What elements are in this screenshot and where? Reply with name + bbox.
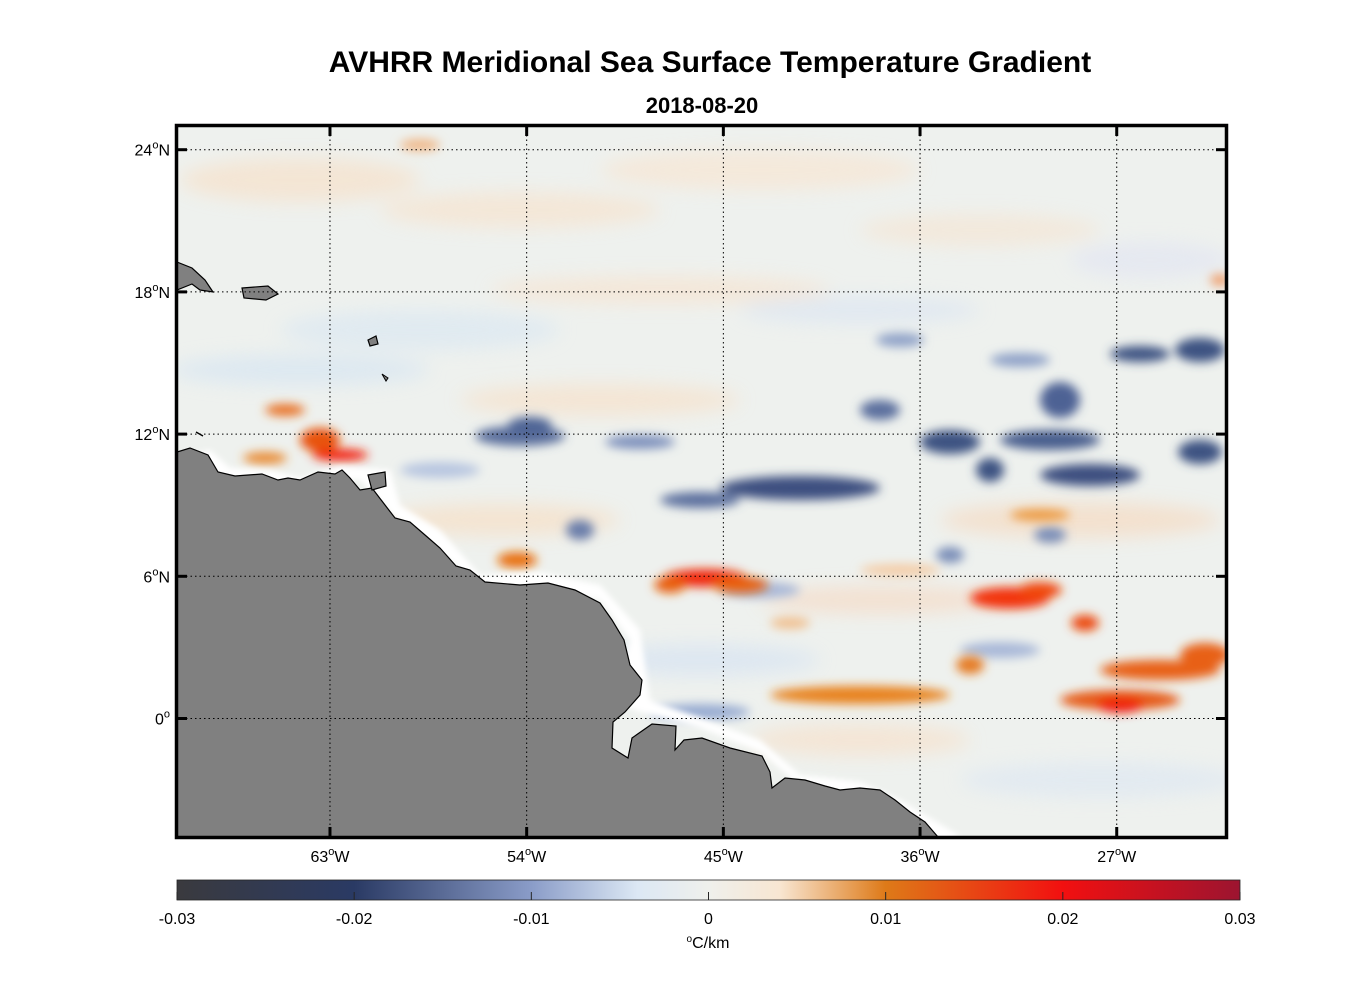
y-tick-label-0: 24oN — [135, 140, 170, 160]
hispaniola-island — [177, 261, 215, 293]
tick-marks — [177, 126, 1226, 837]
barbados-island — [381, 373, 389, 382]
trinidad-island — [367, 471, 387, 491]
colorbar-tick-label-4: 0.01 — [870, 911, 901, 928]
colorbar-ticks — [176, 892, 1241, 900]
gridlines — [177, 126, 1226, 837]
colorbar-tick-label-1: -0.02 — [336, 911, 373, 928]
x-tick-label-4: 27oW — [1097, 846, 1137, 866]
y-tick-label-4: 0o — [155, 709, 170, 729]
y-tick-label-3: 6oN — [143, 566, 170, 586]
diffuse-texture — [177, 150, 1226, 798]
colorbar-tick-label-2: -0.01 — [513, 911, 550, 928]
x-tick-label-0: 63oW — [310, 846, 350, 866]
x-tick-label-3: 36oW — [901, 846, 941, 866]
puerto-rico-island — [241, 285, 280, 301]
x-tick-label-1: 54oW — [507, 846, 547, 866]
chart-subtitle: 2018-08-20 — [645, 93, 759, 118]
gradient-field — [177, 126, 1226, 837]
y-tick-labels: 24oN 18oN 12oN 6oN 0o — [135, 140, 170, 729]
plot-frame — [174, 123, 1229, 840]
colorbar-tick-label-3: 0 — [704, 911, 713, 928]
x-tick-label-2: 45oW — [704, 846, 744, 866]
landmass — [177, 261, 939, 837]
colorbar-unit-label: oC/km — [687, 934, 730, 952]
negative-gradient-bands — [400, 333, 1225, 720]
chart-title: AVHRR Meridional Sea Surface Temperature… — [328, 46, 1092, 79]
south-america-land — [177, 447, 939, 837]
positive-gradient-bands — [243, 139, 1226, 713]
guadeloupe-island — [367, 335, 379, 347]
y-tick-label-2: 12oN — [135, 424, 170, 444]
colorbar-tick-label-0: -0.03 — [159, 911, 196, 928]
x-tick-labels: 63oW 54oW 45oW 36oW 27oW — [310, 846, 1137, 866]
colorbar: -0.03 -0.02 -0.01 0 0.01 0.02 0.03 oC/km — [159, 879, 1256, 952]
colorbar-tick-label-6: 0.03 — [1224, 911, 1255, 928]
colorbar-tick-label-5: 0.02 — [1047, 911, 1078, 928]
colorbar-tick-labels: -0.03 -0.02 -0.01 0 0.01 0.02 0.03 — [159, 911, 1256, 928]
y-tick-label-1: 18oN — [135, 282, 170, 302]
